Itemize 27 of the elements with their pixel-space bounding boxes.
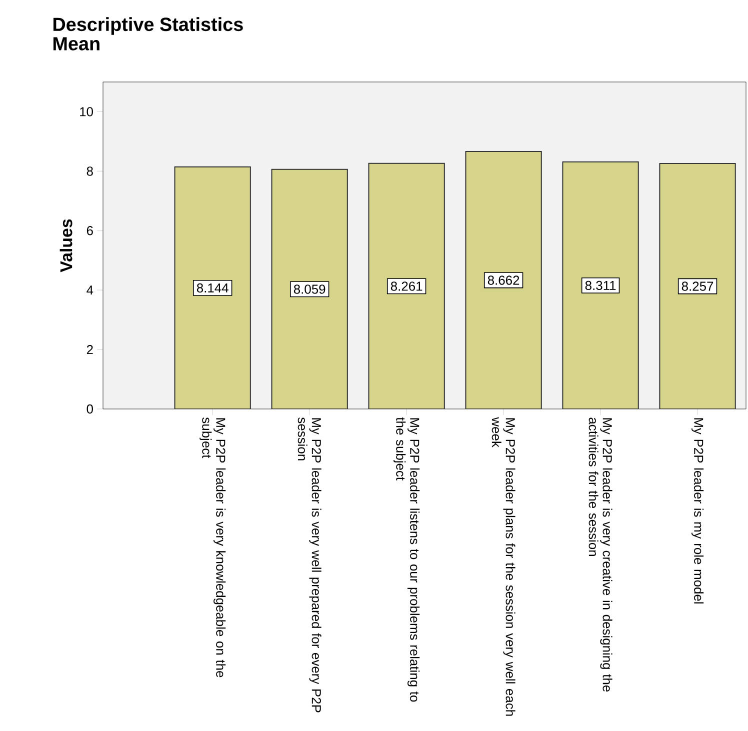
data-label: 8.059	[294, 284, 326, 294]
bar	[466, 151, 542, 409]
bar	[272, 169, 348, 409]
data-label: 8.144	[196, 283, 228, 293]
bar	[174, 166, 250, 409]
data-label: 8.261	[390, 282, 422, 291]
x-tick-label: My P2P leader is very creative in designing the activities for the session	[588, 418, 612, 692]
y-tick-label: 6	[86, 226, 93, 236]
chart-title: Descriptive Statistics	[53, 17, 243, 35]
chart-subtitle: Mean	[53, 37, 100, 50]
x-tick-label: My P2P leader listens to our problems relating to the subject	[394, 417, 420, 702]
y-tick-label: 0	[86, 404, 93, 414]
bar	[659, 163, 736, 409]
x-tick-label: My P2P leader is very knowledgeable on the subject	[200, 418, 226, 678]
y-axis-title: Values	[60, 219, 72, 272]
bar	[368, 163, 444, 409]
x-tick-label: My P2P leader plans for the session very well each week	[492, 417, 516, 716]
data-label: 8.257	[682, 282, 714, 291]
y-tick-label: 4	[86, 286, 94, 295]
x-tick-label: My P2P leader is very well prepared for every P2P session	[298, 418, 322, 712]
data-label: 8.662	[488, 276, 520, 285]
y-tick-label: 10	[80, 107, 93, 116]
data-label: 8.311	[585, 280, 616, 290]
y-tick-label: 8	[86, 166, 93, 176]
x-tick-label: My P2P leader is my role model	[691, 418, 704, 604]
bar	[562, 162, 638, 409]
y-tick-label: 2	[86, 345, 93, 354]
